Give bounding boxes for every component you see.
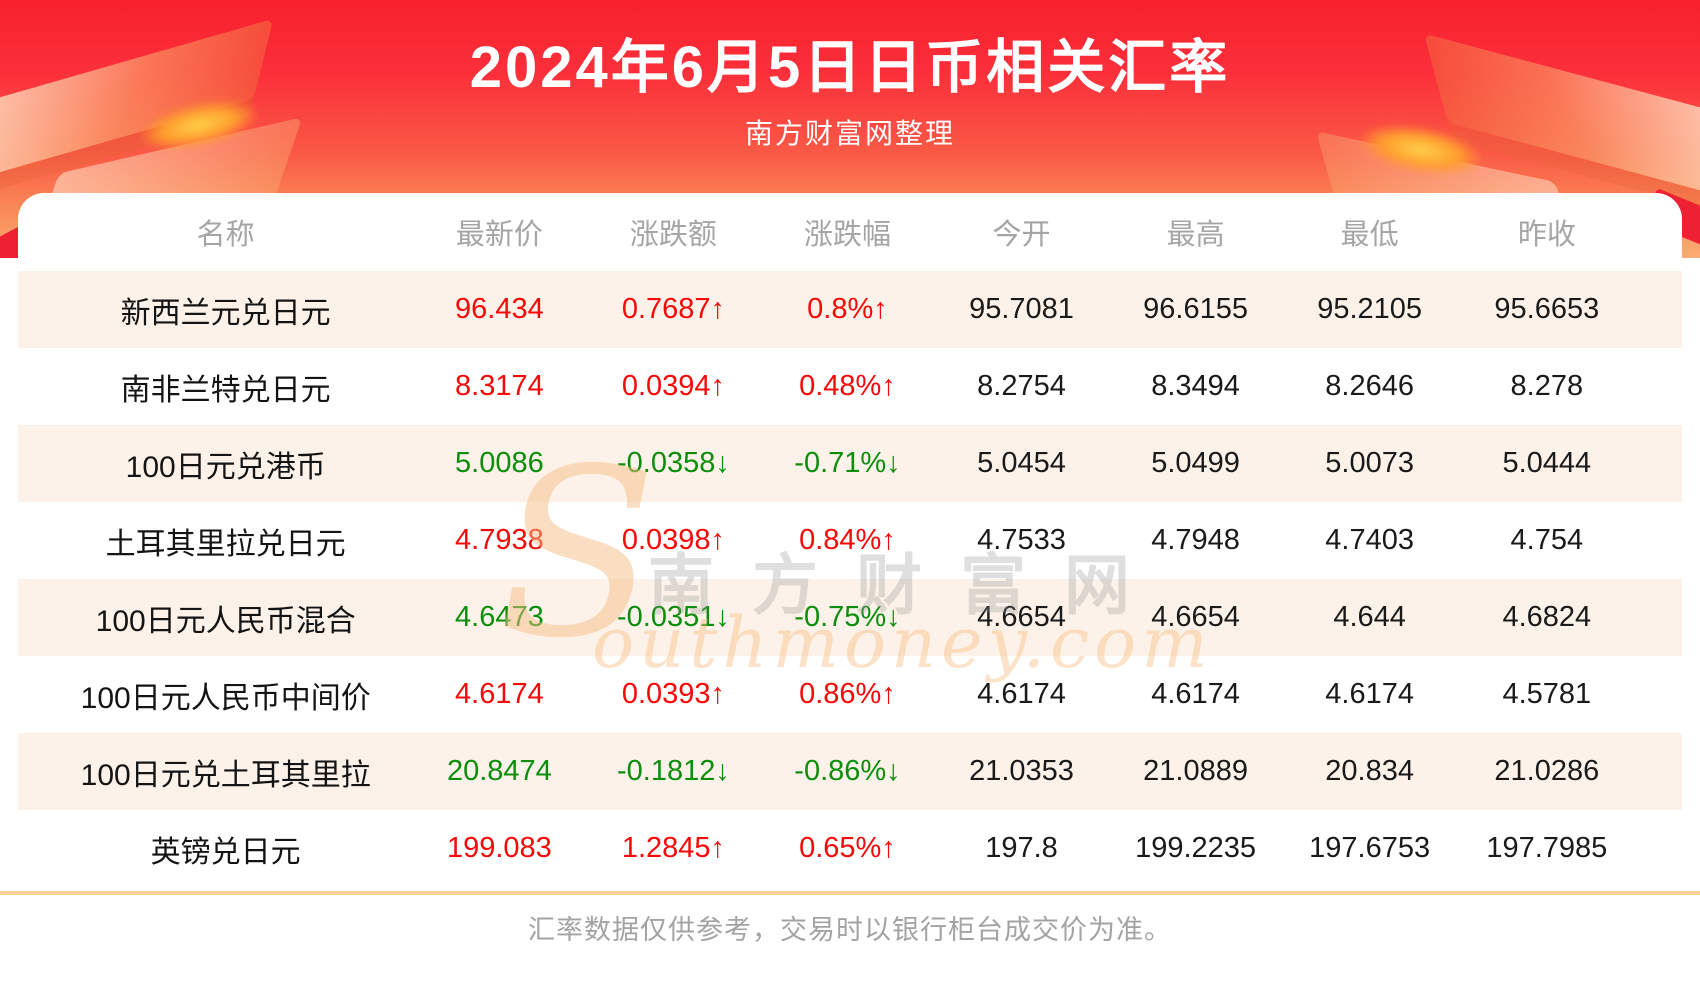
rate-name-cell: 英镑兑日元: [150, 835, 301, 869]
high-cell: 4.6174: [1151, 678, 1240, 710]
change-percent-cell: 0.8%↑: [807, 293, 888, 325]
exchange-rate-table: 名称 最新价 涨跌额 涨跌幅 今开 最高 最低 昨收 新西兰元兑日元 96.43…: [18, 193, 1682, 887]
prev-close-cell: 21.0286: [1494, 755, 1600, 787]
rate-name-cell: 100日元兑土耳其里拉: [80, 758, 371, 792]
table-header-row: 名称 最新价 涨跌额 涨跌幅 今开 最高 最低 昨收: [18, 193, 1682, 271]
footer-divider: [0, 891, 1700, 895]
change-amount-cell: 0.0393↑: [621, 678, 726, 710]
change-percent-cell: -0.75%↓: [794, 601, 901, 633]
prev-close-cell: 95.6653: [1494, 293, 1600, 325]
change-percent-cell: 0.48%↑: [799, 370, 896, 402]
prev-close-cell: 4.5781: [1502, 678, 1592, 710]
disclaimer-text: 汇率数据仅供参考，交易时以银行柜台成交价为准。: [528, 915, 1172, 945]
open-cell: 95.7081: [969, 293, 1074, 325]
page-title: 2024年6月5日日币相关汇率: [469, 35, 1231, 100]
latest-price-cell: 4.6174: [455, 678, 544, 710]
rate-name-cell: 100日元人民币中间价: [80, 681, 371, 715]
table-row: 南非兰特兑日元 8.3174 0.0394↑ 0.48%↑ 8.2754 8.3…: [18, 348, 1682, 425]
open-cell: 4.6174: [977, 678, 1066, 710]
page-subtitle: 南方财富网整理: [744, 118, 955, 149]
prev-close-cell: 5.0444: [1502, 447, 1592, 479]
latest-price-cell: 4.7938: [455, 524, 544, 556]
table-row: 100日元兑土耳其里拉 20.8474 -0.1812↓ -0.86%↓ 21.…: [18, 733, 1682, 810]
open-cell: 4.7533: [977, 524, 1066, 556]
latest-price-cell: 5.0086: [455, 447, 544, 479]
change-amount-cell: 0.7687↑: [621, 293, 726, 325]
table-row: 新西兰元兑日元 96.434 0.7687↑ 0.8%↑ 95.7081 96.…: [18, 271, 1682, 348]
high-cell: 8.3494: [1151, 370, 1240, 402]
low-cell: 95.2105: [1317, 293, 1423, 325]
high-cell: 4.7948: [1151, 524, 1240, 556]
column-header-percent: 涨跌幅: [803, 219, 891, 251]
change-amount-cell: 1.2845↑: [621, 832, 726, 864]
column-header-open: 今开: [992, 219, 1051, 251]
high-cell: 4.6654: [1151, 601, 1240, 633]
change-amount-cell: 0.0398↑: [621, 524, 726, 556]
low-cell: 197.6753: [1309, 832, 1431, 864]
change-amount-cell: -0.0351↓: [617, 601, 730, 633]
latest-price-cell: 20.8474: [446, 755, 552, 787]
rate-name-cell: 新西兰元兑日元: [120, 296, 331, 330]
change-percent-cell: -0.71%↓: [794, 447, 901, 479]
column-header-name: 名称: [196, 219, 255, 251]
low-cell: 4.6174: [1325, 678, 1414, 710]
exchange-rate-table-card: 名称 最新价 涨跌额 涨跌幅 今开 最高 最低 昨收 新西兰元兑日元 96.43…: [18, 193, 1682, 887]
latest-price-cell: 199.083: [446, 832, 552, 864]
rate-name-cell: 100日元人民币混合: [95, 604, 356, 638]
open-cell: 21.0353: [969, 755, 1074, 787]
prev-close-cell: 8.278: [1510, 370, 1584, 402]
prev-close-cell: 4.6824: [1502, 601, 1592, 633]
rate-name-cell: 南非兰特兑日元: [120, 373, 331, 407]
table-row: 英镑兑日元 199.083 1.2845↑ 0.65%↑ 197.8 199.2…: [18, 810, 1682, 887]
open-cell: 4.6654: [977, 601, 1066, 633]
prev-close-cell: 4.754: [1510, 524, 1584, 556]
high-cell: 21.0889: [1143, 755, 1248, 787]
table-row: 土耳其里拉兑日元 4.7938 0.0398↑ 0.84%↑ 4.7533 4.…: [18, 502, 1682, 579]
table-row: 100日元人民币混合 4.6473 -0.0351↓ -0.75%↓ 4.665…: [18, 579, 1682, 656]
change-percent-cell: -0.86%↓: [794, 755, 901, 787]
change-percent-cell: 0.84%↑: [799, 524, 896, 556]
prev-close-cell: 197.7985: [1486, 832, 1608, 864]
open-cell: 197.8: [985, 832, 1058, 864]
low-cell: 4.644: [1333, 601, 1406, 633]
rate-name-cell: 100日元兑港币: [125, 450, 326, 484]
column-header-prev-close: 昨收: [1517, 219, 1576, 251]
change-percent-cell: 0.86%↑: [799, 678, 896, 710]
latest-price-cell: 96.434: [455, 293, 544, 325]
table-row: 100日元人民币中间价 4.6174 0.0393↑ 0.86%↑ 4.6174…: [18, 656, 1682, 733]
low-cell: 4.7403: [1325, 524, 1414, 556]
column-header-latest: 最新价: [455, 219, 543, 251]
latest-price-cell: 4.6473: [455, 601, 544, 633]
latest-price-cell: 8.3174: [455, 370, 544, 402]
rate-name-cell: 土耳其里拉兑日元: [105, 527, 346, 561]
column-header-low: 最低: [1340, 219, 1399, 251]
column-header-change: 涨跌额: [629, 219, 717, 251]
low-cell: 8.2646: [1325, 370, 1414, 402]
change-percent-cell: 0.65%↑: [799, 832, 896, 864]
change-amount-cell: -0.1812↓: [617, 755, 730, 787]
change-amount-cell: 0.0394↑: [621, 370, 726, 402]
low-cell: 20.834: [1325, 755, 1414, 787]
high-cell: 5.0499: [1151, 447, 1240, 479]
low-cell: 5.0073: [1325, 447, 1414, 479]
high-cell: 199.2235: [1135, 832, 1257, 864]
table-row: 100日元兑港币 5.0086 -0.0358↓ -0.71%↓ 5.0454 …: [18, 425, 1682, 502]
open-cell: 8.2754: [977, 370, 1066, 402]
column-header-high: 最高: [1166, 219, 1225, 251]
high-cell: 96.6155: [1143, 293, 1248, 325]
open-cell: 5.0454: [977, 447, 1066, 479]
change-amount-cell: -0.0358↓: [617, 447, 730, 479]
